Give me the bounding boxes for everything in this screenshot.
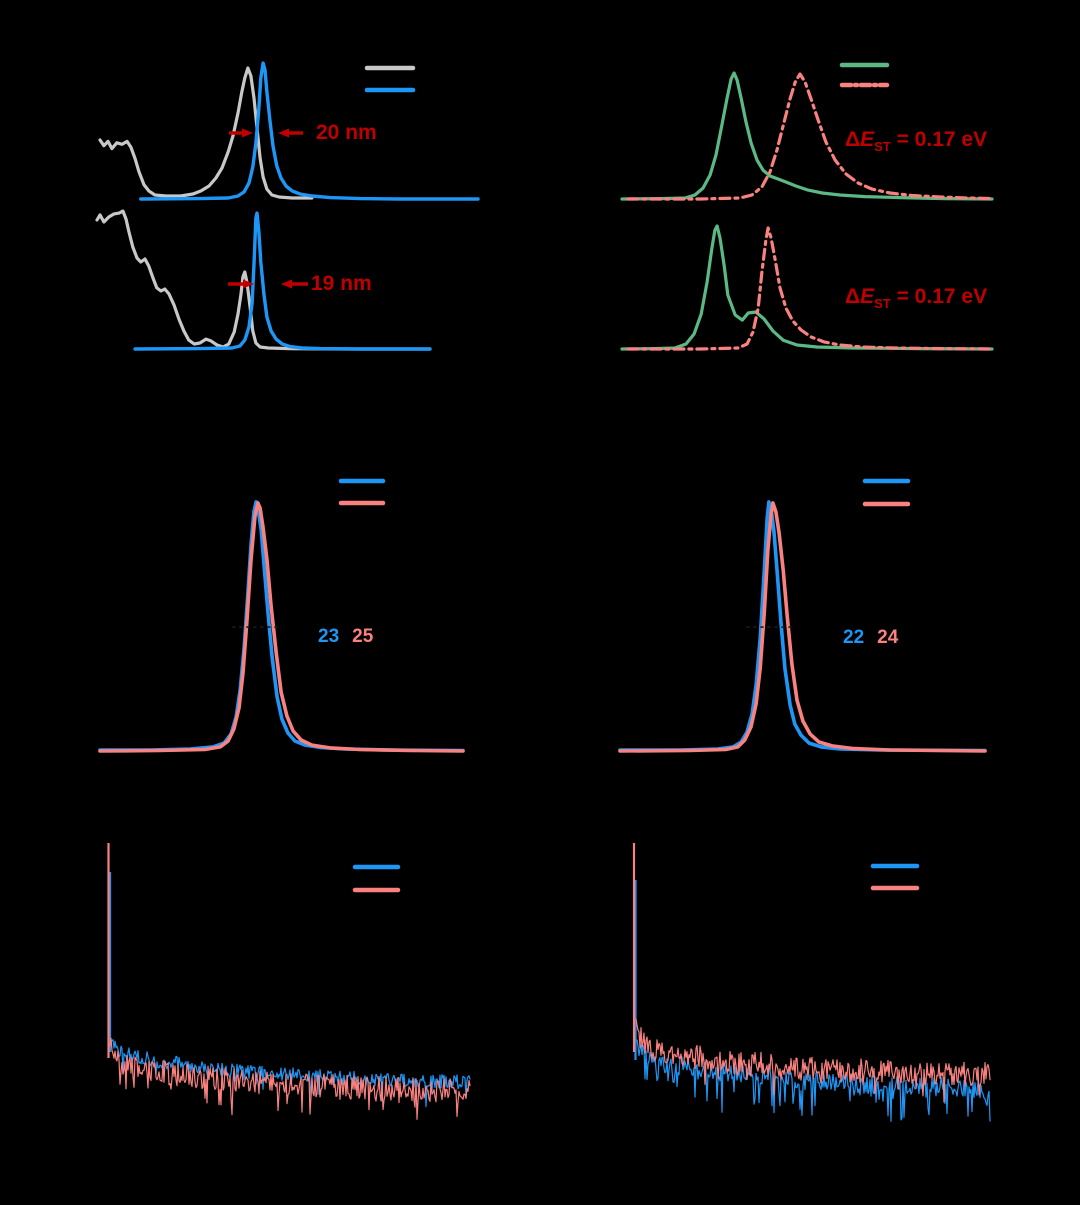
fwhm-arrowhead xyxy=(243,279,254,289)
fwhm-values-panel-c: 23 25 xyxy=(318,627,373,647)
blue-spectrum xyxy=(139,61,480,201)
panel-a-bottom xyxy=(95,209,432,351)
pink-spectrum xyxy=(618,501,987,753)
fwhm-annotation-bottom: 19 nm xyxy=(311,272,372,295)
energy-value: = 0.17 eV xyxy=(890,128,988,151)
delta-est-annotation-top: ΔEST = 0.17 eV xyxy=(845,128,988,155)
fwhm-annotation-top: 20 nm xyxy=(316,121,377,144)
blue-spectrum xyxy=(133,211,432,351)
energy-symbol: E xyxy=(860,128,875,151)
delta-est-annotation-bottom: ΔEST = 0.17 eV xyxy=(845,285,988,312)
panel-a-top xyxy=(98,61,480,201)
blue-decay xyxy=(109,1039,471,1108)
panel-d xyxy=(618,478,987,753)
gray-spectrum xyxy=(95,209,432,351)
energy-symbol: E xyxy=(860,285,875,308)
fwhm-arrowhead xyxy=(242,128,253,138)
fwhm-blue-value: 23 xyxy=(318,626,340,647)
pink-spectrum xyxy=(98,501,465,753)
pink-dashdot-spectrum xyxy=(626,72,994,201)
fwhm-pink-value: 24 xyxy=(877,627,899,648)
gray-spectrum xyxy=(98,66,314,200)
pink-decay xyxy=(635,1018,991,1103)
blue-spectrum xyxy=(98,500,465,753)
green-spectrum xyxy=(620,224,994,351)
fwhm-blue-value: 22 xyxy=(843,627,865,648)
pink-decay xyxy=(109,1037,471,1121)
fwhm-arrowhead xyxy=(278,128,289,138)
fwhm-pink-value: 25 xyxy=(352,626,374,647)
panel-f xyxy=(632,843,991,1123)
delta-symbol: Δ xyxy=(845,285,861,308)
green-spectrum xyxy=(620,71,994,201)
panel-b-bottom xyxy=(620,224,994,351)
st-subscript: ST xyxy=(874,296,891,312)
panel-c xyxy=(98,478,465,753)
panel-b-top xyxy=(620,62,994,201)
delta-symbol: Δ xyxy=(845,128,861,151)
energy-value: = 0.17 eV xyxy=(890,285,988,308)
fwhm-values-panel-d: 22 24 xyxy=(843,628,898,648)
panel-e xyxy=(107,843,471,1121)
st-subscript: ST xyxy=(874,139,891,155)
fwhm-arrowhead xyxy=(281,279,292,289)
pink-dashdot-spectrum xyxy=(626,226,992,351)
